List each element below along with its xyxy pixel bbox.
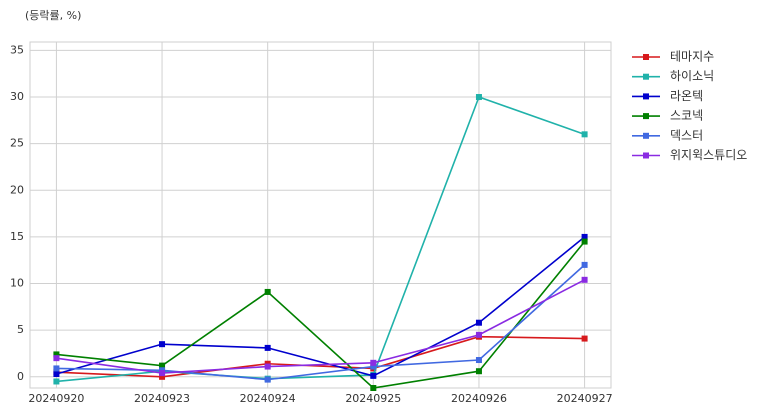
y-tick-label: 25 [10,137,24,150]
y-tick-label: 35 [10,43,24,56]
series-line [56,236,586,377]
point-marker [53,355,60,362]
point-marker [53,365,60,372]
point-marker [264,376,271,383]
x-tick-label: 20240923 [134,392,190,405]
x-tick-label: 20240920 [28,392,84,405]
legend-marker [643,54,649,60]
legend-marker [643,113,649,120]
point-marker [581,131,588,138]
legend-label: 테마지수 [670,50,714,64]
point-marker [475,319,482,326]
annotation: (등락률, %) [25,9,81,22]
y-tick-label: 10 [10,277,24,290]
point-marker [581,276,588,283]
point-marker [53,371,60,378]
point-marker [475,357,482,364]
point-marker [159,373,166,380]
point-marker [475,368,482,375]
point-marker [581,238,588,245]
point-marker [581,335,588,342]
point-marker [370,385,377,391]
x-tick-label: 20240924 [240,392,296,405]
legend-label: 위지윅스튜디오 [670,148,747,162]
point-marker [581,261,588,268]
series-line [56,335,585,378]
legend-marker [643,132,649,139]
y-tick-label: 20 [10,183,24,196]
y-tick-label: 15 [10,230,24,243]
point-marker [53,351,60,358]
point-marker [370,372,377,379]
y-tick-label: 0 [17,370,24,383]
point-marker [370,363,377,370]
y-tick-label: 30 [10,90,24,103]
point-marker [475,331,482,338]
point-marker [264,344,271,351]
y-tick-label: 5 [17,323,24,336]
point-marker [53,378,60,385]
point-marker [581,233,588,240]
point-marker [264,288,271,295]
series-line [56,279,585,374]
legend-label: 덱스터 [670,128,703,142]
series-line [56,96,585,383]
point-marker [159,341,166,348]
x-tick-label: 20240927 [557,392,613,405]
legend-label: 스코넥 [670,109,703,123]
point-marker [159,370,166,377]
plot-frame [29,41,612,389]
point-marker [475,94,482,101]
point-marker [370,359,377,366]
point-marker [159,362,166,369]
legend-marker [643,93,649,100]
point-marker [264,363,271,370]
legend-label: 하이소닉 [670,69,714,83]
series-line [56,241,586,389]
legend-marker [643,152,649,159]
legend-marker [643,73,649,80]
x-tick-label: 20240926 [451,392,507,405]
x-tick-label: 20240925 [345,392,401,405]
legend-label: 라온텍 [670,89,703,103]
